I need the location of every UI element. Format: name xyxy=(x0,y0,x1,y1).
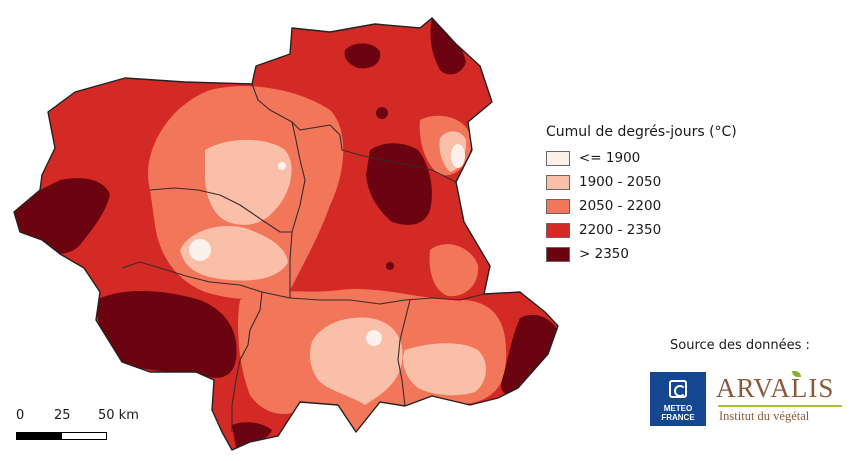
legend-swatch xyxy=(546,150,570,166)
zone-le1900-east xyxy=(451,144,465,168)
legend-item: <= 1900 xyxy=(546,146,766,170)
zone-gt2350-south-west xyxy=(96,291,237,378)
zone-1900-2050-south-east xyxy=(403,343,486,396)
zone-1900-2050-center xyxy=(205,139,292,225)
zone-gt2350-south-tip xyxy=(232,422,272,448)
meteo-france-icon xyxy=(669,380,687,398)
arvalis-name: ARVALIS xyxy=(716,373,835,403)
legend-label: 2200 - 2350 xyxy=(579,222,662,238)
zone-le1900-west xyxy=(189,239,211,261)
meteo-france-logo: METEO FRANCE xyxy=(650,372,706,426)
zone-gt2350-north-center xyxy=(366,143,432,225)
zone-gt2350-spot-2 xyxy=(386,262,394,270)
zone-gt2350-far-west xyxy=(14,178,110,254)
zone-gt2350-spot xyxy=(376,107,388,119)
source-title: Source des données : xyxy=(670,338,810,353)
scale-bar: 0 25 50 km xyxy=(16,408,216,448)
leaf-icon xyxy=(792,371,801,377)
legend-title: Cumul de degrés-jours (°C) xyxy=(546,124,737,140)
zone-gt2350-south-east xyxy=(501,314,558,394)
legend-swatch xyxy=(546,222,570,238)
arvalis-logo: ARVALIS Institut du végétal xyxy=(716,371,844,431)
legend-item: > 2350 xyxy=(546,242,766,266)
zone-le1900-south xyxy=(366,330,382,346)
legend-swatch xyxy=(546,246,570,262)
legend-swatch xyxy=(546,198,570,214)
legend-item: 1900 - 2050 xyxy=(546,170,766,194)
map-legend: Cumul de degrés-jours (°C) <= 1900 1900 … xyxy=(546,124,766,266)
zone-1900-2050-west xyxy=(180,226,288,281)
scale-label: 0 xyxy=(16,408,25,423)
department-borders xyxy=(121,83,485,432)
zone-gt2350-north-east xyxy=(430,18,466,75)
zone-2050-2200-east xyxy=(429,244,479,297)
legend-item: 2050 - 2200 xyxy=(546,194,766,218)
legend-label: 2050 - 2200 xyxy=(579,198,662,214)
scale-label: 50 km xyxy=(98,408,139,423)
legend-item: 2200 - 2350 xyxy=(546,218,766,242)
arvalis-subtitle: Institut du végétal xyxy=(719,409,810,423)
meteo-france-text: METEO FRANCE xyxy=(661,404,695,422)
legend-swatch xyxy=(546,174,570,190)
legend-label: 1900 - 2050 xyxy=(579,174,662,190)
scale-segment-dark xyxy=(16,432,62,440)
zone-le1900-center xyxy=(278,162,286,170)
legend-label: > 2350 xyxy=(579,246,629,262)
region-outline xyxy=(13,17,559,451)
scale-segment-light xyxy=(61,432,107,440)
arvalis-underline xyxy=(718,405,842,407)
legend-label: <= 1900 xyxy=(579,150,641,166)
scale-label: 25 xyxy=(54,408,71,423)
zone-gt2350-north xyxy=(344,43,381,69)
